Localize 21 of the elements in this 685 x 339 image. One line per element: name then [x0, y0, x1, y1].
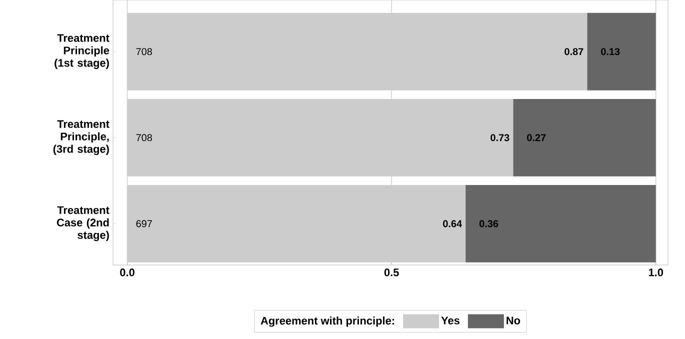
- legend-label: Yes: [441, 316, 460, 324]
- annotation: 697: [136, 220, 152, 228]
- y-tick-label: Treatment Case (2nd stage): [56, 206, 110, 242]
- bar: [513, 98, 656, 176]
- y-tick-label: Treatment Principle, (3rd stage): [53, 120, 110, 156]
- x-tick-label: 0.5: [384, 268, 399, 276]
- legend-label: No: [506, 316, 520, 324]
- annotation: 708: [136, 48, 152, 56]
- y-tick-label: Treatment Principle (1st stage): [54, 34, 110, 70]
- bar: [466, 184, 656, 262]
- annotation: 708: [136, 134, 152, 142]
- x-tick-label: 0.0: [120, 268, 134, 276]
- data-label: 0.27: [527, 134, 546, 142]
- data-label: 0.87: [564, 48, 584, 56]
- data-label: 0.64: [443, 220, 462, 228]
- data-label: 0.36: [479, 220, 498, 228]
- data-label: 0.13: [601, 48, 620, 56]
- data-label: 0.73: [490, 134, 510, 142]
- x-tick-label: 1.0: [648, 268, 664, 276]
- bar: [587, 12, 656, 90]
- legend-title: Agreement with principle:: [260, 316, 394, 327]
